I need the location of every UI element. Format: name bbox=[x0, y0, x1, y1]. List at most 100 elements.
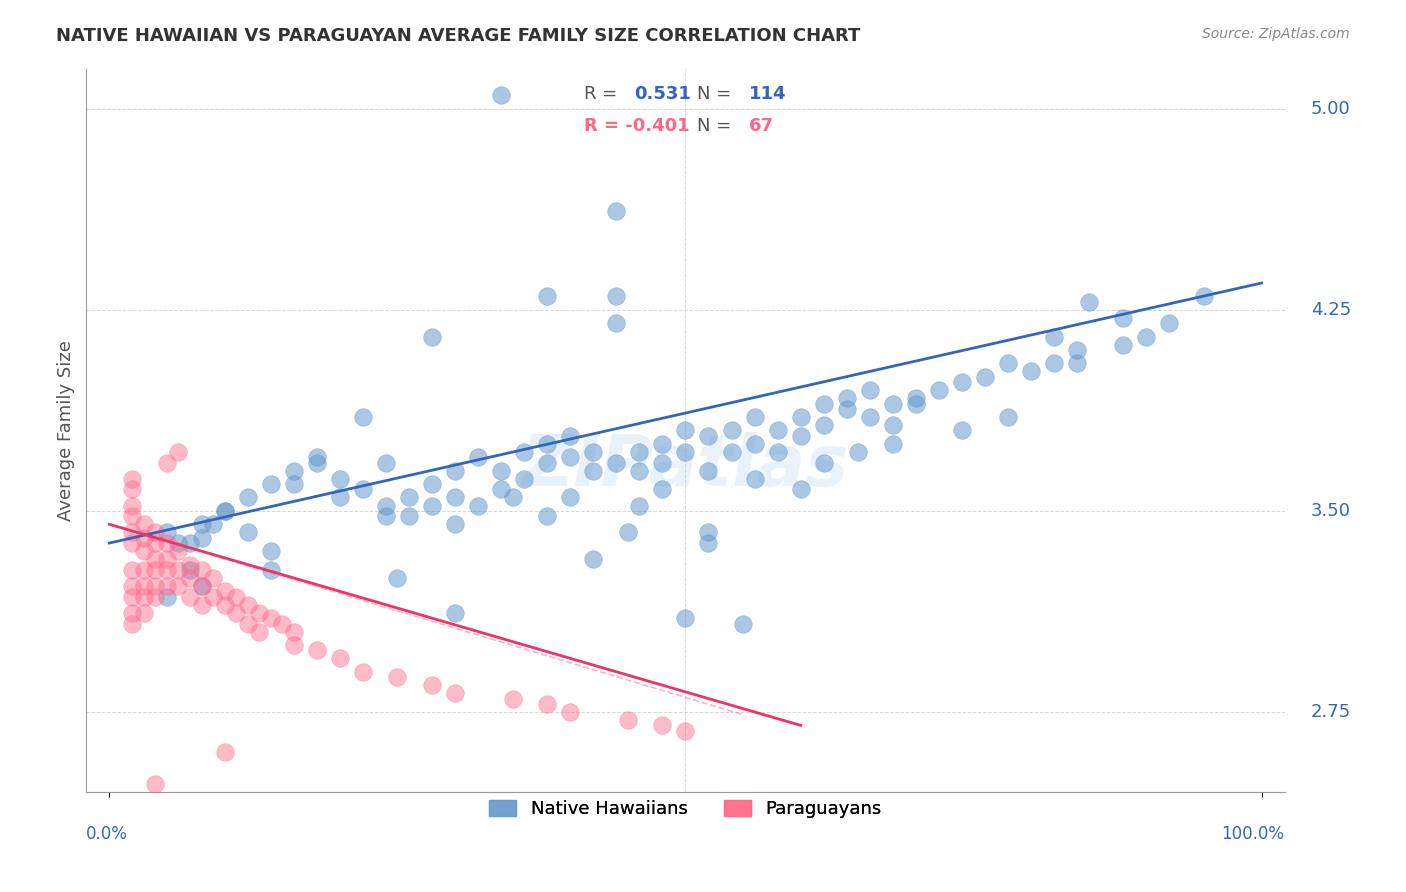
Point bbox=[489, 88, 512, 103]
Point bbox=[813, 418, 835, 433]
Point bbox=[513, 445, 536, 459]
Point bbox=[444, 517, 467, 532]
Point bbox=[167, 536, 190, 550]
Point bbox=[387, 571, 409, 585]
Point bbox=[882, 397, 904, 411]
Point bbox=[617, 525, 640, 540]
Point bbox=[236, 491, 259, 505]
Point bbox=[132, 531, 155, 545]
Point bbox=[582, 464, 605, 478]
Point bbox=[259, 563, 281, 577]
Y-axis label: Average Family Size: Average Family Size bbox=[58, 340, 75, 521]
Point bbox=[950, 375, 973, 389]
Point bbox=[305, 643, 328, 657]
Text: 0.531: 0.531 bbox=[634, 85, 690, 103]
Point bbox=[1066, 343, 1088, 357]
Point bbox=[697, 429, 720, 443]
Point bbox=[560, 705, 582, 719]
Point bbox=[444, 464, 467, 478]
Point bbox=[420, 499, 443, 513]
Point bbox=[190, 517, 212, 532]
Point bbox=[202, 517, 225, 532]
Point bbox=[513, 472, 536, 486]
Point bbox=[283, 638, 305, 652]
Point bbox=[904, 397, 927, 411]
Point bbox=[121, 616, 143, 631]
Point bbox=[536, 456, 558, 470]
Point bbox=[502, 491, 524, 505]
Point bbox=[236, 525, 259, 540]
Point bbox=[156, 536, 179, 550]
Text: 3.50: 3.50 bbox=[1310, 502, 1351, 520]
Point bbox=[974, 369, 997, 384]
Point bbox=[225, 606, 247, 620]
Point bbox=[536, 437, 558, 451]
Point bbox=[617, 713, 640, 727]
Point bbox=[928, 383, 950, 397]
Point bbox=[156, 563, 179, 577]
Point bbox=[536, 509, 558, 524]
Point bbox=[145, 536, 167, 550]
Point bbox=[398, 509, 420, 524]
Point bbox=[697, 536, 720, 550]
Point bbox=[766, 445, 789, 459]
Point bbox=[167, 544, 190, 558]
Point bbox=[651, 437, 673, 451]
Point bbox=[882, 418, 904, 433]
Point bbox=[651, 718, 673, 732]
Point bbox=[950, 424, 973, 438]
Point bbox=[904, 392, 927, 406]
Point bbox=[720, 445, 742, 459]
Point bbox=[145, 777, 167, 791]
Point bbox=[283, 464, 305, 478]
Point bbox=[179, 558, 201, 572]
Point bbox=[156, 579, 179, 593]
Point bbox=[145, 590, 167, 604]
Point bbox=[444, 686, 467, 700]
Point bbox=[247, 606, 270, 620]
Point bbox=[628, 464, 651, 478]
Point bbox=[190, 579, 212, 593]
Point bbox=[444, 606, 467, 620]
Point bbox=[675, 611, 697, 625]
Point bbox=[846, 445, 869, 459]
Point bbox=[1019, 364, 1042, 378]
Text: 2.75: 2.75 bbox=[1310, 703, 1351, 721]
Point bbox=[374, 456, 396, 470]
Point bbox=[179, 563, 201, 577]
Point bbox=[1066, 356, 1088, 370]
Point bbox=[225, 590, 247, 604]
Point bbox=[156, 552, 179, 566]
Point bbox=[283, 477, 305, 491]
Point bbox=[1112, 337, 1135, 351]
Point bbox=[835, 392, 858, 406]
Point bbox=[467, 499, 489, 513]
Point bbox=[731, 616, 754, 631]
Point bbox=[156, 590, 179, 604]
Point bbox=[1159, 316, 1181, 330]
Point bbox=[179, 571, 201, 585]
Point bbox=[651, 483, 673, 497]
Point bbox=[1135, 329, 1157, 343]
Point bbox=[121, 472, 143, 486]
Point bbox=[247, 624, 270, 639]
Point bbox=[132, 544, 155, 558]
Text: ZIPatlas: ZIPatlas bbox=[522, 432, 849, 501]
Point bbox=[145, 525, 167, 540]
Point bbox=[236, 598, 259, 612]
Point bbox=[675, 445, 697, 459]
Point bbox=[1077, 294, 1099, 309]
Point bbox=[121, 563, 143, 577]
Point bbox=[132, 590, 155, 604]
Text: NATIVE HAWAIIAN VS PARAGUAYAN AVERAGE FAMILY SIZE CORRELATION CHART: NATIVE HAWAIIAN VS PARAGUAYAN AVERAGE FA… bbox=[56, 27, 860, 45]
Text: R =: R = bbox=[583, 85, 617, 103]
Point bbox=[352, 410, 374, 425]
Point bbox=[214, 598, 236, 612]
Point bbox=[997, 410, 1019, 425]
Point bbox=[420, 477, 443, 491]
Point bbox=[744, 410, 766, 425]
Point bbox=[697, 464, 720, 478]
Point bbox=[582, 552, 605, 566]
Point bbox=[420, 329, 443, 343]
Point bbox=[628, 445, 651, 459]
